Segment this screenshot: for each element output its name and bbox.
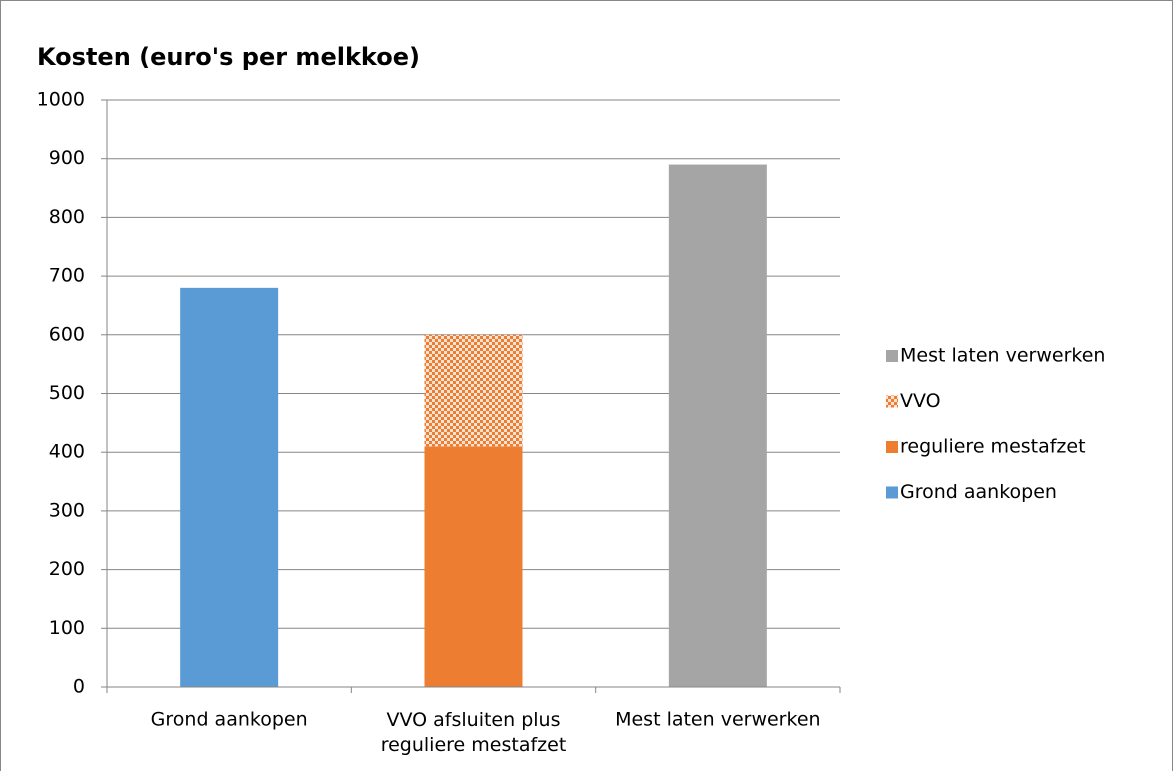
legend-swatch <box>886 350 898 362</box>
chart-title: Kosten (euro's per melkkoe) <box>37 43 420 71</box>
bar-segment <box>668 164 767 687</box>
legend-label: Grond aankopen <box>900 481 1057 503</box>
y-tick-label: 0 <box>73 676 85 698</box>
y-tick-label: 500 <box>49 382 85 404</box>
y-tick-label: 700 <box>49 265 85 287</box>
legend-label: VVO <box>900 390 941 412</box>
legend-swatch <box>886 395 898 408</box>
legend-label: reguliere mestafzet <box>900 436 1086 458</box>
y-tick-label: 900 <box>49 147 85 169</box>
bar-segment <box>424 334 523 447</box>
legend-swatch <box>886 441 898 453</box>
y-tick-label: 300 <box>49 499 85 521</box>
x-tick-label: Mest laten verwerken <box>615 709 820 731</box>
legend-swatch <box>886 486 898 499</box>
bar-segment <box>424 446 523 687</box>
y-tick-label: 400 <box>49 441 85 463</box>
y-tick-label: 1000 <box>37 89 85 111</box>
y-tick-label: 100 <box>49 617 85 639</box>
y-tick-label: 200 <box>49 558 85 580</box>
y-tick-label: 800 <box>49 206 85 228</box>
legend-label: Mest laten verwerken <box>900 345 1105 367</box>
bar-segment <box>180 287 279 687</box>
x-tick-label: VVO afsluiten plus reguliere mestafzet <box>381 709 567 756</box>
y-tick-label: 600 <box>49 323 85 345</box>
x-tick-label: Grond aankopen <box>151 709 308 731</box>
